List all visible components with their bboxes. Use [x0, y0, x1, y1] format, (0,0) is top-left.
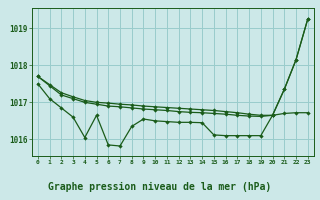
Text: Graphe pression niveau de la mer (hPa): Graphe pression niveau de la mer (hPa) — [48, 182, 272, 192]
